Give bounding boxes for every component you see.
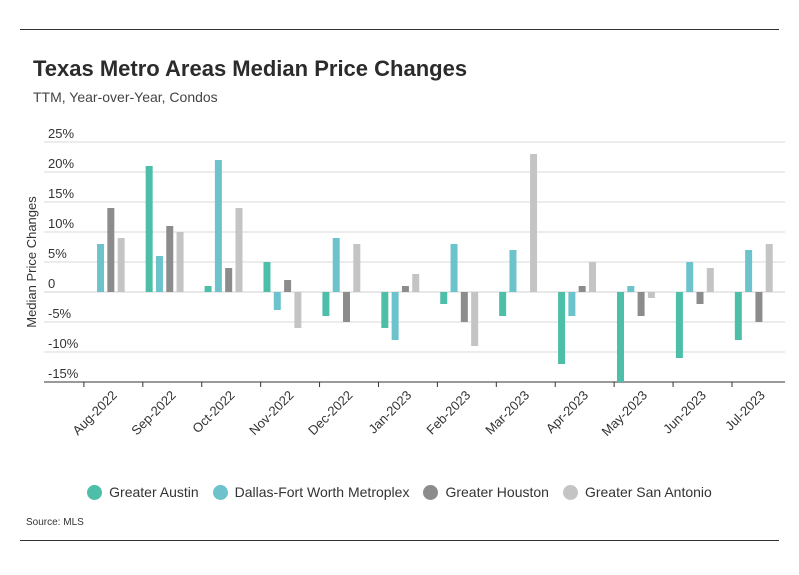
bar — [401, 286, 409, 292]
bar — [499, 292, 507, 316]
y-tick-label: 20% — [48, 156, 74, 171]
legend-label: Greater Austin — [109, 484, 199, 500]
y-tick-label: -10% — [48, 336, 79, 351]
x-tick-label: Sep-2022 — [128, 388, 178, 438]
bar — [204, 286, 212, 292]
bar — [675, 292, 683, 358]
legend-swatch — [87, 484, 103, 500]
bar — [225, 268, 233, 292]
bar — [284, 280, 292, 292]
bar — [294, 292, 302, 328]
y-tick-label: 5% — [48, 246, 67, 261]
y-axis-title: Median Price Changes — [24, 196, 39, 328]
bar — [627, 286, 635, 292]
x-tick-label: May-2023 — [599, 388, 650, 439]
bar — [530, 154, 538, 292]
chart-title: Texas Metro Areas Median Price Changes — [33, 56, 468, 81]
y-tick-label: 10% — [48, 216, 74, 231]
bar — [214, 160, 222, 292]
x-tick-label: Aug-2022 — [69, 388, 119, 438]
bar-chart: Median Price Changes 25% 20% 15% 10% 5% 0 -5% -1… — [24, 126, 785, 439]
x-tick-label: Feb-2023 — [423, 388, 473, 438]
bar — [412, 274, 420, 292]
bottom-rule — [20, 540, 779, 541]
y-tick-label: 25% — [48, 126, 74, 141]
bar — [460, 292, 468, 322]
x-tick-label: Mar-2023 — [482, 388, 532, 438]
legend: Greater Austin Dallas-Fort Worth Metrople… — [0, 484, 799, 500]
bar — [107, 208, 115, 292]
bar — [647, 292, 655, 298]
bar — [263, 262, 271, 292]
bar — [558, 292, 566, 364]
x-tick-label: Oct-2022 — [189, 388, 237, 436]
bar — [755, 292, 763, 322]
bar — [471, 292, 479, 346]
bar — [696, 292, 704, 304]
x-tick-label: Nov-2022 — [246, 388, 296, 438]
y-tick-label: -15% — [48, 366, 79, 381]
bar — [322, 292, 330, 316]
x-tick-label: Jun-2023 — [660, 388, 709, 437]
bar — [235, 208, 243, 292]
bar — [745, 250, 753, 292]
bar — [637, 292, 645, 316]
legend-item: Greater Austin — [87, 484, 199, 500]
bar — [353, 244, 361, 292]
legend-item: Greater Houston — [423, 484, 549, 500]
legend-label: Greater San Antonio — [584, 484, 712, 500]
bar — [588, 262, 596, 292]
y-tick-label: 0 — [48, 276, 55, 291]
bar — [450, 244, 458, 292]
y-tick-label: -5% — [48, 306, 72, 321]
legend-item: Dallas-Fort Worth Metroplex — [212, 484, 410, 500]
bar — [176, 232, 184, 292]
top-rule — [20, 29, 779, 30]
bar — [273, 292, 281, 310]
y-tick-label: 15% — [48, 186, 74, 201]
bar — [117, 238, 125, 292]
legend-item: Greater San Antonio — [562, 484, 712, 500]
bar — [381, 292, 389, 328]
x-tick-label: Dec-2022 — [305, 388, 355, 438]
bar — [97, 244, 105, 292]
bar — [343, 292, 351, 322]
bar — [734, 292, 742, 340]
bar — [509, 250, 517, 292]
bar — [332, 238, 340, 292]
bar — [145, 166, 153, 292]
bar — [440, 292, 448, 304]
bar — [706, 268, 714, 292]
legend-swatch — [562, 484, 578, 500]
bar — [765, 244, 773, 292]
bar — [166, 226, 174, 292]
x-tick-label: Jan-2023 — [365, 388, 414, 437]
legend-swatch — [212, 484, 228, 500]
legend-label: Dallas-Fort Worth Metroplex — [234, 484, 410, 500]
source-note: Source: MLS — [26, 517, 84, 528]
bar — [686, 262, 694, 292]
legend-label: Greater Houston — [445, 484, 549, 500]
x-tick-label: Jul-2023 — [722, 388, 768, 434]
bar — [616, 292, 624, 382]
x-tick-label: Apr-2023 — [543, 388, 591, 436]
bar — [568, 292, 576, 316]
bar — [578, 286, 586, 292]
legend-swatch — [423, 484, 439, 500]
bar — [391, 292, 399, 340]
bar — [155, 256, 163, 292]
chart-subtitle: TTM, Year-over-Year, Condos — [33, 89, 218, 105]
